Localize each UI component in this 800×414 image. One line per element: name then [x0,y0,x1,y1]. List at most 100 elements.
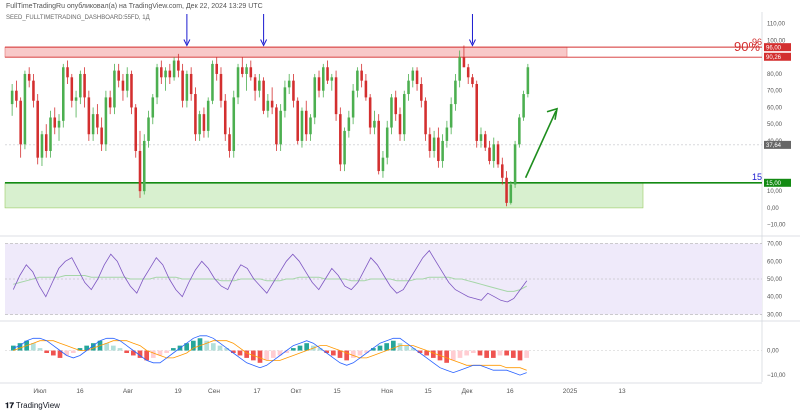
candle-body [394,97,398,115]
candle-body [108,97,112,108]
candle-body [83,73,86,98]
candle-body [322,67,325,91]
macd-histogram-bar [297,345,303,351]
macd-histogram-bar [317,348,323,351]
candle-body [160,67,163,78]
candle-body [292,80,295,101]
macd-histogram-bar [71,350,76,353]
macd-histogram-bar [104,343,109,351]
macd-histogram-bar [84,345,89,351]
candle-body [415,70,419,84]
candle-body [168,70,172,78]
candle-body [390,97,393,128]
candle-body [445,127,449,141]
tradingview-brand: 𝟏𝟕 TradingView [5,401,60,411]
tradingview-logo-icon: 𝟏𝟕 [5,401,14,410]
time-tick-label: 16 [506,388,514,395]
candle-body [279,110,282,145]
brand-name: TradingView [15,401,60,410]
macd-histogram-bar [237,350,243,356]
candle-body [27,73,31,81]
macd-signal-line [13,340,527,371]
macd-histogram-bar [457,350,463,358]
price-tick-label: 110,00 [767,22,786,28]
candle-body [432,137,436,151]
candle-body [74,97,78,101]
candle-body [66,67,69,78]
price-tick-label: 70,00 [767,89,783,95]
candle-body [10,90,14,105]
candle-body [513,144,517,185]
candle-body [130,73,133,108]
candle-body [181,70,184,101]
candle-body [40,134,44,158]
macd-histogram-bar [77,348,83,351]
candle-body [262,80,265,111]
price-tag [764,140,791,149]
macd-histogram-bar [37,348,43,351]
price-tick-label: 50,00 [767,122,783,128]
candle-body [113,70,116,108]
candle-body [313,77,317,118]
candle-body [236,67,240,98]
candle-body [471,77,474,84]
rsi-tick-label: 50,00 [767,277,783,283]
candle-body [360,70,363,81]
macd-histogram-bar [524,350,529,358]
candle-body [398,114,402,135]
time-tick-label: 13 [618,388,626,395]
macd-histogram-bar [291,348,296,351]
macd-histogram-bar [57,350,63,358]
macd-histogram-bar [131,350,136,356]
macd-histogram-bar [364,350,369,353]
candle-body [189,73,193,95]
candle-body [428,134,432,151]
down-arrow-icon [469,39,476,47]
symbol-line: SEED_FULLTIMETRADING_DASHBOARD:55FD, 1Д [6,15,150,21]
candle-body [23,73,27,145]
macd-histogram-bar [211,343,216,351]
macd-histogram-bar [351,350,356,358]
candle-body [53,117,57,128]
candle-body [505,177,508,203]
candle-body [219,73,223,101]
candle-body [138,150,142,192]
macd-histogram-bar [124,350,129,353]
down-arrow-icon [260,39,268,47]
candle-body [458,57,461,81]
macd-histogram-bar [377,345,383,351]
macd-histogram-bar [91,343,96,351]
candle-body [134,107,138,151]
down-arrow-icon [183,39,191,47]
rsi-line [12,249,528,303]
candle-body [509,184,513,203]
macd-histogram-bar [111,345,116,351]
resistance-zone [4,46,568,58]
candle-body [475,84,478,141]
candle-body [62,67,65,121]
candle-body [334,77,338,115]
candle-body [368,97,372,128]
candle-body [270,100,274,108]
candle-body [232,97,236,151]
candle-body [253,77,257,91]
macd-histogram-bar [504,350,509,356]
macd-histogram-bar [464,350,469,356]
candle-body [185,73,189,101]
macd-histogram-bar [151,350,156,358]
candle-body [326,67,329,81]
macd-histogram-bar [144,350,149,361]
macd-histogram-bar [137,350,143,358]
price-tag-label: 37,64 [766,143,782,149]
candle-body [466,67,470,78]
time-tick-label: 15 [424,388,432,395]
candle-body [522,94,525,118]
macd-histogram-bar [164,350,169,353]
candle-body [317,77,321,91]
candle-body [57,120,61,128]
candle-body [32,80,35,101]
price-tick-label: 0,00 [767,206,779,212]
candle-body [117,70,120,81]
candle-body [385,127,389,158]
